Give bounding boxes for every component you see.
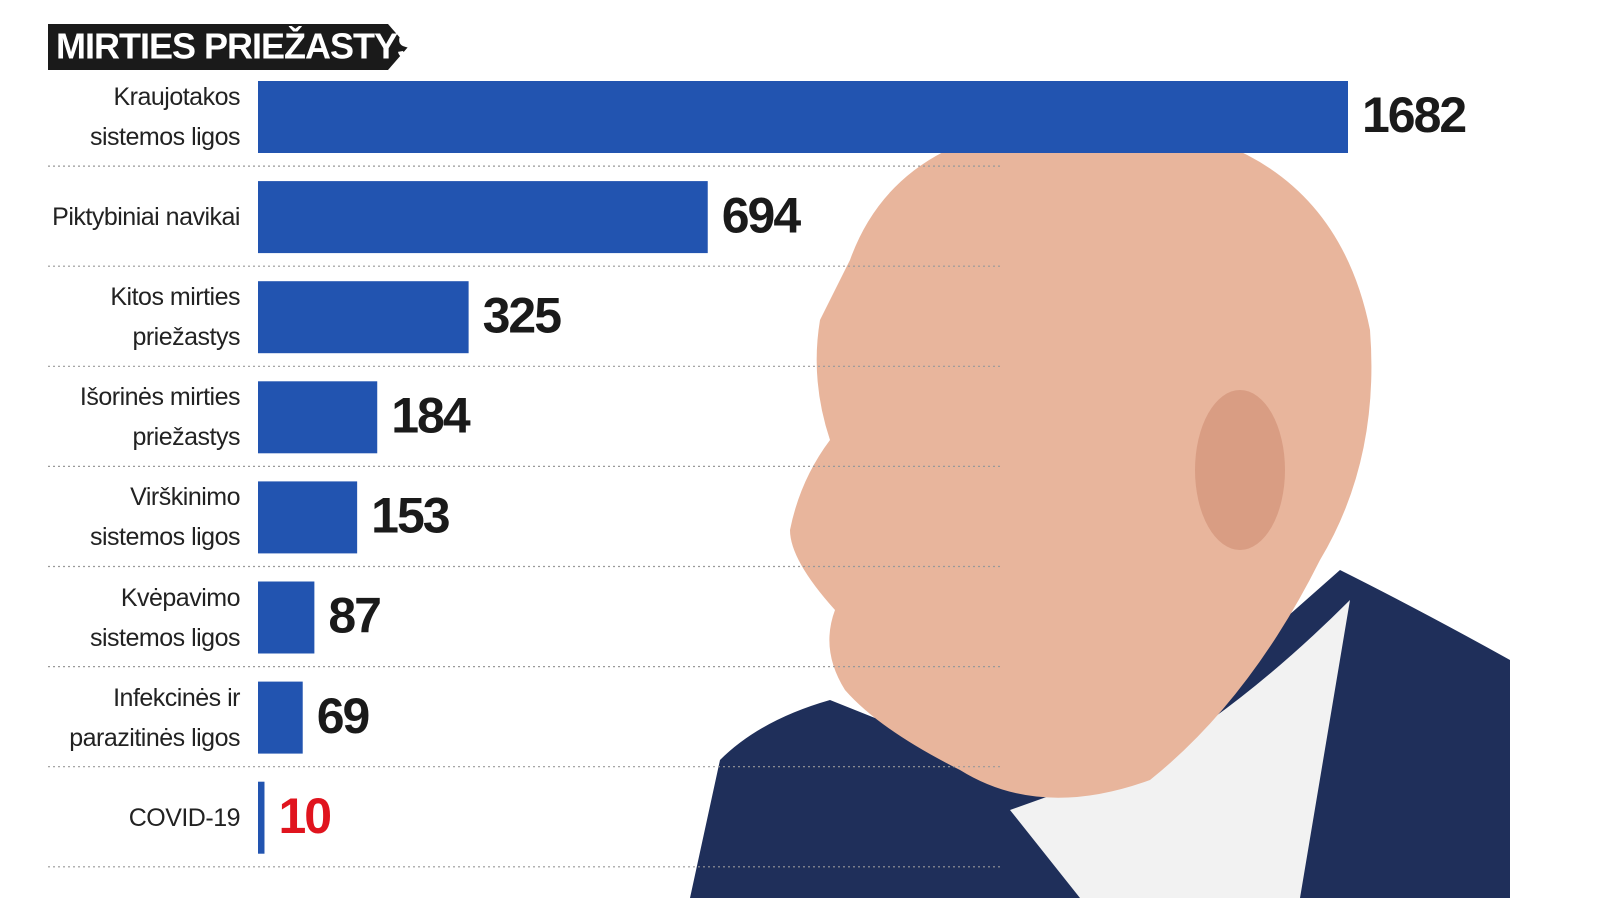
bar	[258, 181, 708, 254]
bar	[258, 281, 469, 354]
category-label: Infekcinės ir parazitinės ligos	[69, 683, 240, 752]
category-label: Kvėpavimo sistemos ligos	[90, 583, 241, 652]
bar	[258, 81, 1348, 153]
value-label: 184	[391, 388, 471, 444]
title-box	[48, 24, 408, 70]
bar	[258, 381, 378, 454]
ear	[1195, 390, 1285, 550]
head	[790, 120, 1372, 798]
value-label: 69	[317, 688, 369, 744]
bar	[258, 681, 303, 754]
category-label: COVID-19	[128, 803, 241, 832]
category-label: Kraujotakos sistemos ligos	[90, 83, 241, 151]
photo	[690, 120, 1510, 898]
category-label: Išorinės mirties priežastys	[79, 383, 241, 452]
category-label: Kitos mirties priežastys	[110, 283, 240, 352]
value-label: 1682	[1362, 87, 1465, 143]
value-label: 153	[371, 488, 449, 544]
bar	[258, 481, 358, 554]
value-label: 694	[722, 187, 802, 243]
bar	[258, 781, 265, 854]
value-label: 10	[278, 788, 330, 844]
value-label: 87	[328, 588, 380, 644]
value-label: 325	[483, 287, 562, 343]
chart-title: MIRTIES PRIEŽASTYS	[56, 25, 420, 67]
category-label: Piktybiniai navikai	[52, 203, 240, 232]
category-label: Virškinimo sistemos ligos	[90, 483, 241, 552]
bar	[258, 581, 315, 654]
